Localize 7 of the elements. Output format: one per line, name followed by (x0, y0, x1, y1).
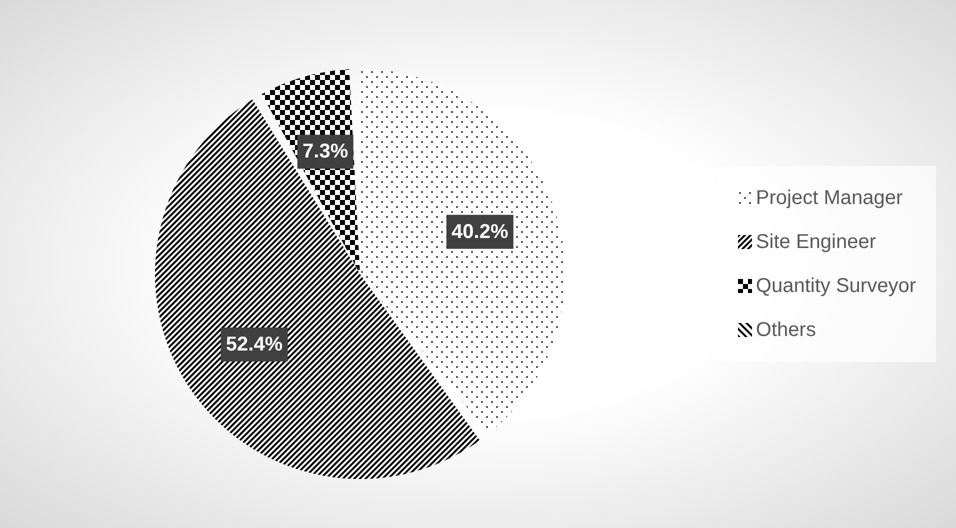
data-label: 7.3% (302, 140, 348, 163)
data-label: 40.2% (452, 220, 508, 243)
data-label: 52.4% (226, 334, 283, 356)
legend-label: Quantity Surveyor (754, 274, 916, 298)
legend-label: Project Manager (754, 186, 904, 210)
legend-label: Site Engineer (754, 230, 877, 254)
legend-label: Others (754, 318, 817, 342)
